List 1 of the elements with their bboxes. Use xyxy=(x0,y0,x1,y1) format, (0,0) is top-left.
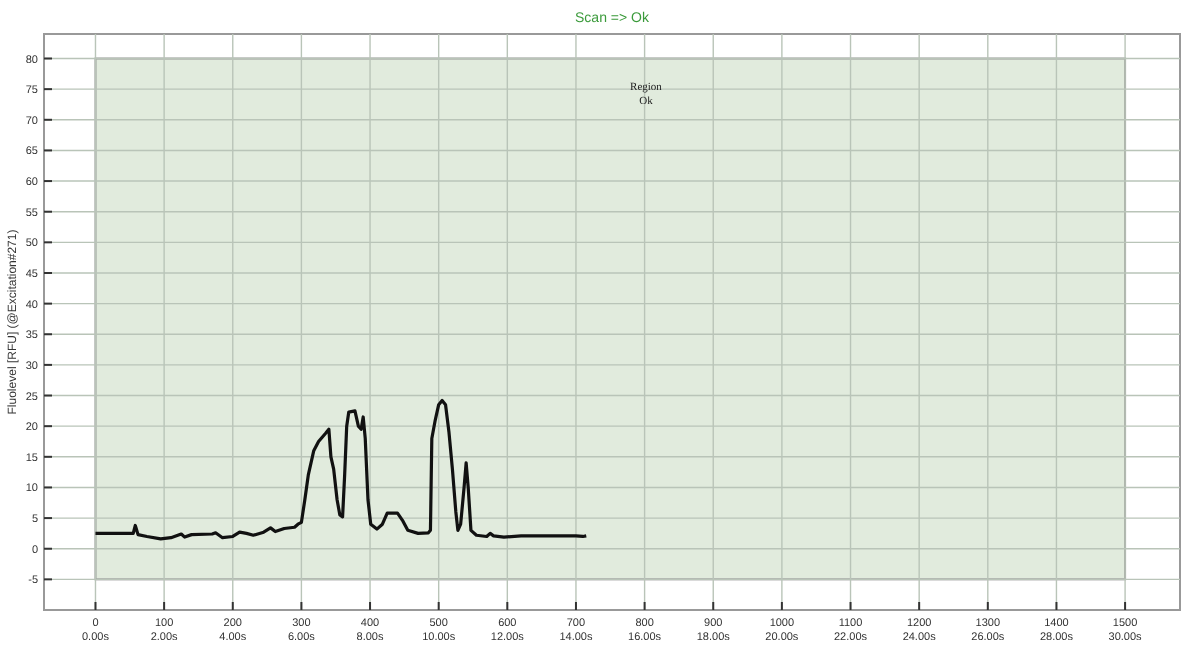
line-series xyxy=(93,398,588,541)
